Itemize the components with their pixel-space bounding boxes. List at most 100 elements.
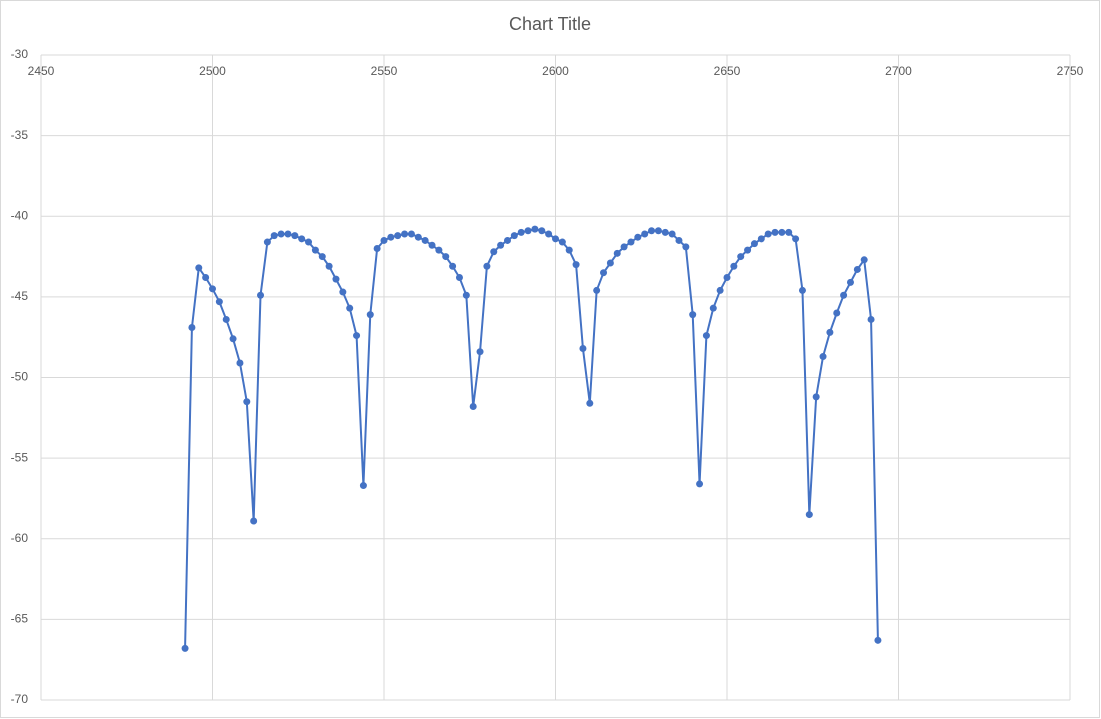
data-point — [298, 235, 306, 243]
data-point — [428, 241, 436, 249]
data-point — [531, 225, 539, 233]
y-tick-label: -55 — [11, 450, 29, 464]
x-tick-label: 2700 — [885, 64, 912, 78]
chart-title: Chart Title — [509, 14, 591, 34]
x-tick-label: 2550 — [371, 64, 398, 78]
data-point — [840, 291, 848, 299]
data-point — [277, 230, 285, 238]
data-point — [709, 304, 717, 312]
data-point — [833, 309, 841, 317]
data-point — [476, 348, 484, 356]
data-point — [442, 253, 450, 261]
data-point — [209, 285, 216, 293]
data-point — [257, 291, 265, 299]
data-point — [696, 480, 704, 488]
data-point — [702, 332, 710, 340]
data-point — [305, 238, 313, 246]
data-point — [867, 315, 875, 323]
data-point — [517, 228, 525, 236]
data-point — [284, 230, 292, 238]
y-tick-label: -70 — [11, 692, 29, 706]
data-point — [339, 288, 347, 296]
data-point — [606, 259, 614, 267]
data-point — [188, 324, 196, 332]
data-point — [757, 235, 765, 243]
data-point — [812, 393, 820, 401]
y-tick-label: -35 — [11, 128, 29, 142]
y-tick-label: -45 — [11, 289, 29, 303]
data-point — [387, 233, 395, 241]
data-point — [764, 230, 772, 238]
data-point — [620, 243, 628, 251]
data-point — [600, 269, 608, 277]
plot-area — [181, 225, 882, 652]
x-tick-label: 2750 — [1057, 64, 1084, 78]
data-point — [236, 359, 244, 367]
data-point — [243, 398, 251, 406]
data-point — [497, 241, 505, 249]
data-point — [819, 353, 827, 361]
data-point — [654, 227, 662, 235]
data-point — [785, 228, 793, 236]
data-point — [332, 275, 340, 283]
data-point — [826, 328, 834, 336]
data-point — [490, 248, 498, 256]
data-point — [394, 232, 402, 240]
data-point — [737, 253, 745, 261]
data-point — [380, 236, 388, 244]
data-point — [359, 482, 367, 490]
data-point — [874, 636, 882, 644]
data-point — [579, 344, 587, 352]
data-point — [805, 511, 813, 519]
data-point — [181, 644, 189, 652]
data-point — [462, 291, 470, 299]
data-point — [860, 256, 868, 264]
data-point — [552, 235, 559, 243]
data-point — [311, 246, 319, 254]
data-point — [565, 246, 573, 254]
data-point — [682, 243, 690, 251]
data-point — [572, 261, 580, 269]
data-point — [634, 233, 642, 241]
data-point — [538, 227, 546, 235]
data-point — [222, 315, 230, 323]
data-point — [648, 227, 656, 235]
data-point — [846, 278, 854, 286]
data-point — [291, 232, 299, 240]
data-point — [627, 238, 635, 246]
data-point — [373, 245, 381, 252]
y-tick-label: -60 — [11, 531, 29, 545]
data-point — [524, 227, 532, 235]
data-point — [689, 311, 697, 319]
data-point — [545, 230, 553, 238]
data-point — [641, 230, 649, 238]
data-point — [250, 517, 258, 525]
data-point — [613, 249, 621, 257]
data-point — [723, 274, 731, 282]
data-point — [229, 335, 237, 343]
data-point — [407, 230, 415, 238]
data-point — [593, 286, 601, 294]
data-point — [675, 236, 683, 244]
data-point — [744, 246, 752, 254]
data-point — [346, 304, 354, 312]
data-point — [202, 274, 210, 282]
y-tick-label: -30 — [11, 47, 29, 61]
data-point — [853, 265, 861, 273]
data-point — [483, 262, 491, 270]
data-point — [558, 238, 566, 246]
x-tick-label: 2500 — [199, 64, 226, 78]
data-point — [798, 286, 806, 294]
y-tick-label: -40 — [11, 208, 29, 222]
data-point — [750, 240, 758, 248]
data-point — [263, 238, 271, 246]
data-point — [421, 236, 429, 244]
data-point — [318, 253, 326, 261]
data-point — [661, 228, 669, 236]
data-point — [401, 230, 409, 238]
data-point — [325, 262, 333, 270]
data-point — [366, 311, 374, 319]
data-point — [469, 403, 477, 411]
data-point — [771, 228, 779, 236]
